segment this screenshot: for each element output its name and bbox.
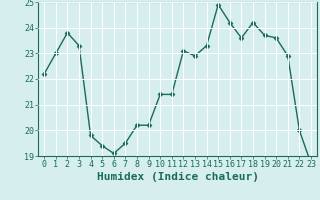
X-axis label: Humidex (Indice chaleur): Humidex (Indice chaleur): [97, 172, 259, 182]
